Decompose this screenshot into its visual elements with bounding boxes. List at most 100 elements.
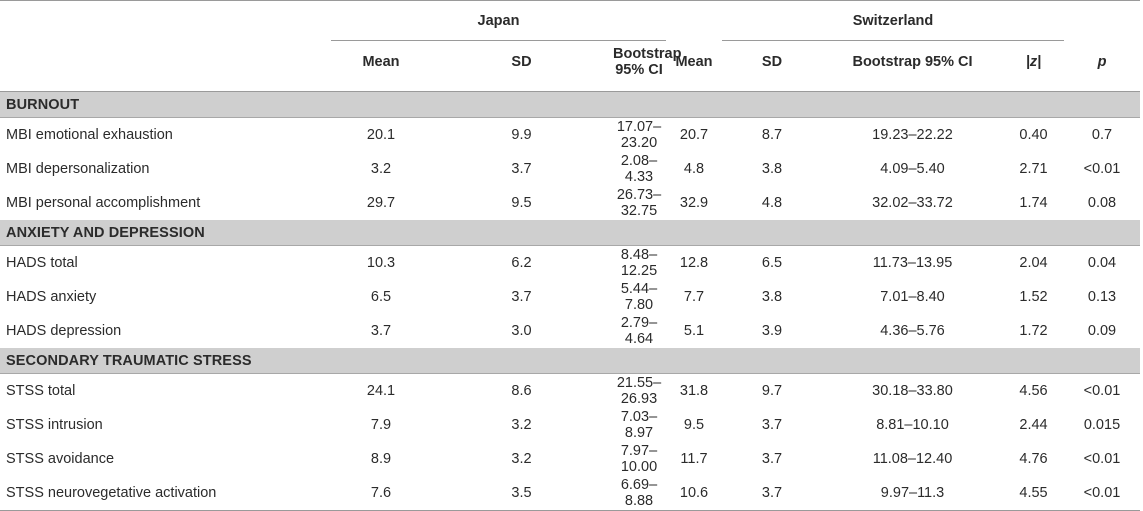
z-value: 1.74 — [1019, 195, 1048, 211]
japan-sd: 9.5 — [511, 195, 532, 211]
japan-sd: 3.2 — [511, 417, 532, 433]
switzerland-sd: 3.9 — [761, 323, 783, 339]
p-value: <0.01 — [1083, 383, 1121, 399]
japan-ci: 2.08–4.33 — [620, 153, 658, 185]
japan-ci-header: Bootstrap 95% CI — [613, 46, 682, 78]
p-value: <0.01 — [1083, 451, 1121, 467]
p-value: 0.13 — [1087, 289, 1117, 305]
table-row: STSS total 24.1 8.6 21.55–26.93 31.8 9.7 30.18… — [0, 374, 1140, 409]
measure-label: STSS neurovegetative activation — [0, 476, 331, 511]
table-row: STSS intrusion 7.9 3.2 7.03–8.97 9.5 3.7 8.81–… — [0, 408, 1140, 442]
switzerland-ci: 11.08–12.40 — [872, 451, 953, 467]
japan-group-header: Japan — [331, 1, 666, 41]
z-value: 4.76 — [1019, 451, 1048, 467]
switzerland-ci: 9.97–11.3 — [822, 476, 1003, 511]
z-value: 0.40 — [1019, 127, 1048, 143]
table-header: Japan Switzerland Mean SD Bootstrap 95% … — [0, 0, 1140, 92]
japan-ci: 2.79–4.64 — [620, 315, 658, 347]
p-value: 0.015 — [1083, 417, 1121, 433]
japan-mean: 29.7 — [366, 195, 396, 211]
p-value: <0.01 — [1083, 161, 1121, 177]
switzerland-sd: 3.7 — [722, 476, 822, 511]
japan-ci: 21.55–26.93 — [616, 375, 662, 407]
measure-label: MBI personal accomplishment — [6, 195, 201, 211]
measure-label: HADS total — [6, 255, 78, 271]
z-value: 2.44 — [1019, 417, 1048, 433]
z-value: 4.56 — [1019, 383, 1048, 399]
p-value: 0.09 — [1087, 323, 1117, 339]
japan-mean-header: Mean — [362, 54, 400, 70]
measure-label: MBI emotional exhaustion — [6, 127, 173, 143]
p-header: p — [1097, 54, 1107, 70]
measure-label: HADS anxiety — [6, 289, 97, 305]
switzerland-mean: 7.7 — [683, 289, 705, 305]
z-value: 4.55 — [1003, 476, 1064, 511]
section-header-burnout: BURNOUT — [0, 91, 1140, 118]
japan-ci: 8.48–12.25 — [620, 247, 658, 279]
japan-sd: 8.6 — [511, 383, 532, 399]
japan-ci: 17.07–23.20 — [616, 119, 662, 151]
switzerland-sd: 3.7 — [761, 451, 783, 467]
japan-sd: 3.2 — [511, 451, 532, 467]
switzerland-mean-header: Mean — [675, 54, 713, 70]
japan-sd: 3.0 — [511, 323, 532, 339]
switzerland-sd: 9.7 — [761, 383, 783, 399]
section-header-anxiety-depression: ANXIETY AND DEPRESSION — [0, 220, 1140, 246]
japan-ci: 26.73–32.75 — [616, 187, 662, 219]
switzerland-sd: 8.7 — [761, 127, 783, 143]
table-row: STSS neurovegetative activation 7.6 3.5 6.6… — [0, 476, 1140, 511]
switzerland-sd-header: SD — [761, 54, 783, 70]
table-row: HADS total 10.3 6.2 8.48–12.25 12.8 6.5 11.73–… — [0, 246, 1140, 281]
table-row: MBI depersonalization 3.2 3.7 2.08–4.33 4.8 3… — [0, 152, 1140, 186]
switzerland-ci: 19.23–22.22 — [872, 127, 953, 143]
switzerland-ci: 11.73–13.95 — [872, 255, 953, 271]
table-row: MBI emotional exhaustion 20.1 9.9 17.07–23.… — [0, 118, 1140, 153]
section-title: BURNOUT — [0, 91, 1140, 118]
table-row: HADS depression 3.7 3.0 2.79–4.64 5.1 3.9 4.36… — [0, 314, 1140, 348]
table-body: BURNOUT MBI emotional exhaustion 20.1 9.9 17… — [0, 91, 1140, 511]
japan-sd: 3.7 — [511, 161, 532, 177]
switzerland-ci: 4.36–5.76 — [880, 323, 945, 339]
switzerland-ci: 30.18–33.80 — [872, 383, 953, 399]
measure-label: MBI depersonalization — [6, 161, 150, 177]
z-value: 1.52 — [1019, 289, 1048, 305]
switzerland-sd: 3.8 — [761, 289, 783, 305]
japan-sd: 3.7 — [511, 289, 532, 305]
japan-sd: 3.5 — [431, 476, 612, 511]
table-row: MBI personal accomplishment 29.7 9.5 26.73–… — [0, 186, 1140, 220]
p-value: 0.04 — [1087, 255, 1117, 271]
switzerland-ci: 8.81–10.10 — [876, 417, 949, 433]
switzerland-mean: 5.1 — [683, 323, 705, 339]
japan-mean: 3.2 — [370, 161, 392, 177]
z-value: 2.04 — [1019, 255, 1048, 271]
switzerland-ci: 4.09–5.40 — [880, 161, 945, 177]
measure-label: STSS avoidance — [6, 451, 115, 467]
measure-label: STSS total — [6, 383, 76, 399]
switzerland-mean: 10.6 — [666, 476, 722, 511]
switzerland-mean: 31.8 — [679, 383, 709, 399]
japan-ci: 7.97–10.00 — [620, 443, 658, 475]
z-value: 2.71 — [1019, 161, 1048, 177]
switzerland-mean: 12.8 — [679, 255, 709, 271]
section-title: SECONDARY TRAUMATIC STRESS — [0, 348, 1140, 374]
switzerland-sd: 4.8 — [761, 195, 783, 211]
section-header-secondary-traumatic-stress: SECONDARY TRAUMATIC STRESS — [0, 348, 1140, 374]
japan-sd: 6.2 — [511, 255, 532, 271]
switzerland-sd: 3.8 — [761, 161, 783, 177]
japan-sd: 9.9 — [511, 127, 532, 143]
japan-mean: 3.7 — [370, 323, 392, 339]
section-title: ANXIETY AND DEPRESSION — [0, 220, 1140, 246]
switzerland-sd: 6.5 — [761, 255, 783, 271]
z-header: |z| — [1025, 54, 1042, 70]
switzerland-group-header: Switzerland — [722, 1, 1064, 41]
japan-mean: 10.3 — [366, 255, 396, 271]
switzerland-ci: 7.01–8.40 — [880, 289, 945, 305]
japan-ci: 7.03–8.97 — [620, 409, 658, 441]
switzerland-label: Switzerland — [852, 13, 934, 29]
measure-label: STSS intrusion — [6, 417, 103, 433]
japan-sd-header: SD — [511, 54, 532, 70]
japan-mean: 7.6 — [331, 476, 431, 511]
z-value: 1.72 — [1019, 323, 1048, 339]
p-value: 0.7 — [1091, 127, 1113, 143]
